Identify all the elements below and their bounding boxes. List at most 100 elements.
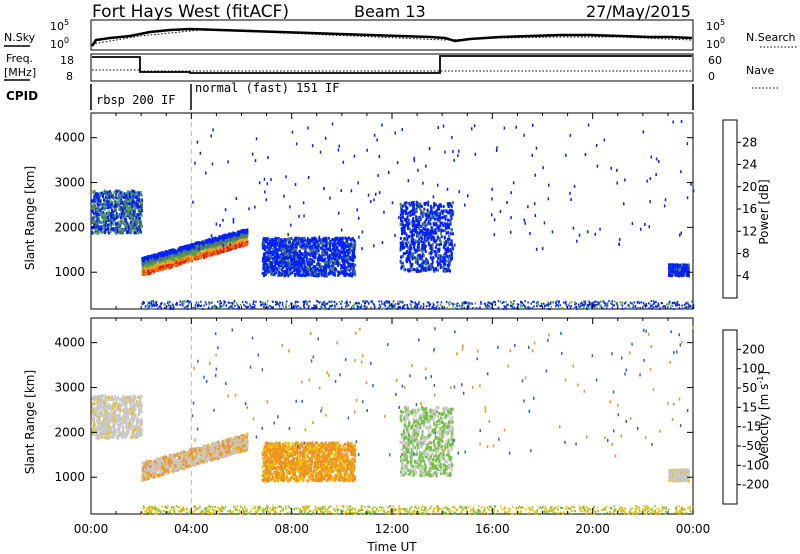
echo-cell — [310, 262, 313, 266]
echo-cell — [118, 189, 121, 193]
echo-cell — [280, 268, 283, 272]
echo-cell — [445, 249, 448, 253]
echo-cell — [340, 246, 343, 250]
echo-cell — [445, 231, 448, 235]
echo-cell — [335, 238, 338, 242]
echo-cell — [201, 242, 204, 246]
echo-cell — [93, 189, 96, 193]
echo-cell — [271, 273, 274, 277]
noise-sky-trace — [90, 27, 693, 47]
echo-cell — [433, 250, 436, 253]
echo-cell — [446, 226, 449, 230]
ground-scatter-cell — [186, 305, 188, 308]
echo-cell — [682, 273, 685, 277]
ground-scatter-cell — [389, 304, 391, 307]
echo-cell — [274, 251, 277, 255]
echo-cell — [116, 189, 119, 193]
echo-cell — [340, 265, 343, 269]
echo-cell — [242, 229, 245, 233]
echo-cell — [422, 261, 425, 265]
ground-scatter-cell — [445, 300, 448, 303]
echo-cell — [171, 260, 174, 264]
echo-cell — [270, 240, 273, 244]
echo-cell — [133, 204, 136, 208]
echo-cell — [352, 258, 354, 262]
echo-cell — [122, 214, 124, 218]
echo-cell — [290, 254, 293, 258]
echo-cell — [196, 247, 199, 250]
echo-cell — [123, 206, 126, 210]
ground-scatter-cell — [521, 305, 523, 308]
echo-cell — [271, 270, 274, 274]
echo-cell — [185, 244, 188, 248]
echo-cell — [197, 255, 200, 259]
echo-cell — [401, 220, 404, 224]
echo-cell — [210, 242, 213, 246]
echo-cell — [435, 254, 438, 258]
echo-cell — [100, 228, 102, 232]
echo-cell — [103, 203, 106, 206]
echo-cell — [277, 237, 280, 241]
echo-cell — [278, 247, 281, 251]
echo-cell — [238, 242, 241, 246]
echo-cell — [99, 203, 102, 207]
ground-scatter-cell — [489, 302, 492, 305]
echo-cell — [136, 226, 139, 230]
echo-cell — [268, 263, 270, 267]
echo-cell — [287, 274, 290, 278]
echo-cell — [110, 220, 113, 224]
echo-cell — [351, 237, 354, 241]
echo-cell — [427, 200, 430, 204]
echo-cell — [121, 200, 124, 204]
ground-scatter-cell — [303, 307, 306, 310]
echo-cell — [280, 246, 283, 250]
echo-cell — [401, 245, 404, 249]
echo-cell — [444, 242, 447, 246]
echo-cell — [154, 263, 157, 267]
echo-cell — [114, 228, 117, 232]
echo-cell — [204, 248, 207, 252]
echo-cell — [420, 266, 423, 270]
echo-cell — [430, 267, 433, 271]
echo-cell — [217, 240, 220, 244]
echo-cell — [244, 242, 246, 246]
echo-cell — [410, 209, 413, 213]
echo-cell — [435, 243, 438, 247]
echo-cell — [282, 263, 285, 267]
echo-cell — [284, 238, 287, 242]
ground-scatter-cell — [317, 300, 319, 303]
echo-cell — [407, 240, 410, 244]
echo-cell — [99, 225, 102, 229]
ground-scatter-cell — [278, 306, 281, 309]
echo-cell — [131, 189, 134, 193]
ground-scatter-cell — [398, 302, 400, 305]
echo-cell — [94, 199, 97, 203]
echo-cell — [213, 237, 216, 241]
echo-cell — [94, 192, 97, 196]
echo-cell — [326, 272, 329, 276]
echo-cell — [337, 273, 340, 277]
echo-cell — [288, 256, 291, 259]
echo-cell — [323, 265, 326, 269]
echo-cell — [331, 248, 334, 251]
echo-cell — [345, 266, 348, 270]
ground-scatter-cell — [364, 306, 366, 309]
echo-cell — [99, 194, 102, 198]
echo-cell — [129, 220, 132, 224]
echo-cell — [325, 241, 328, 245]
echo-cell — [155, 269, 157, 272]
echo-cell — [238, 245, 241, 249]
echo-cell — [409, 246, 412, 250]
echo-cell — [334, 249, 337, 253]
echo-cell — [407, 218, 410, 222]
ground-scatter-cell — [319, 307, 321, 310]
echo-cell — [275, 254, 278, 258]
echo-cell — [146, 258, 149, 262]
echo-cell — [262, 267, 265, 271]
echo-cell — [227, 232, 230, 236]
echo-cell — [96, 205, 99, 209]
echo-cell — [120, 206, 123, 210]
echo-cell — [110, 211, 112, 215]
echo-cell — [415, 215, 418, 219]
echo-cell — [347, 244, 350, 248]
